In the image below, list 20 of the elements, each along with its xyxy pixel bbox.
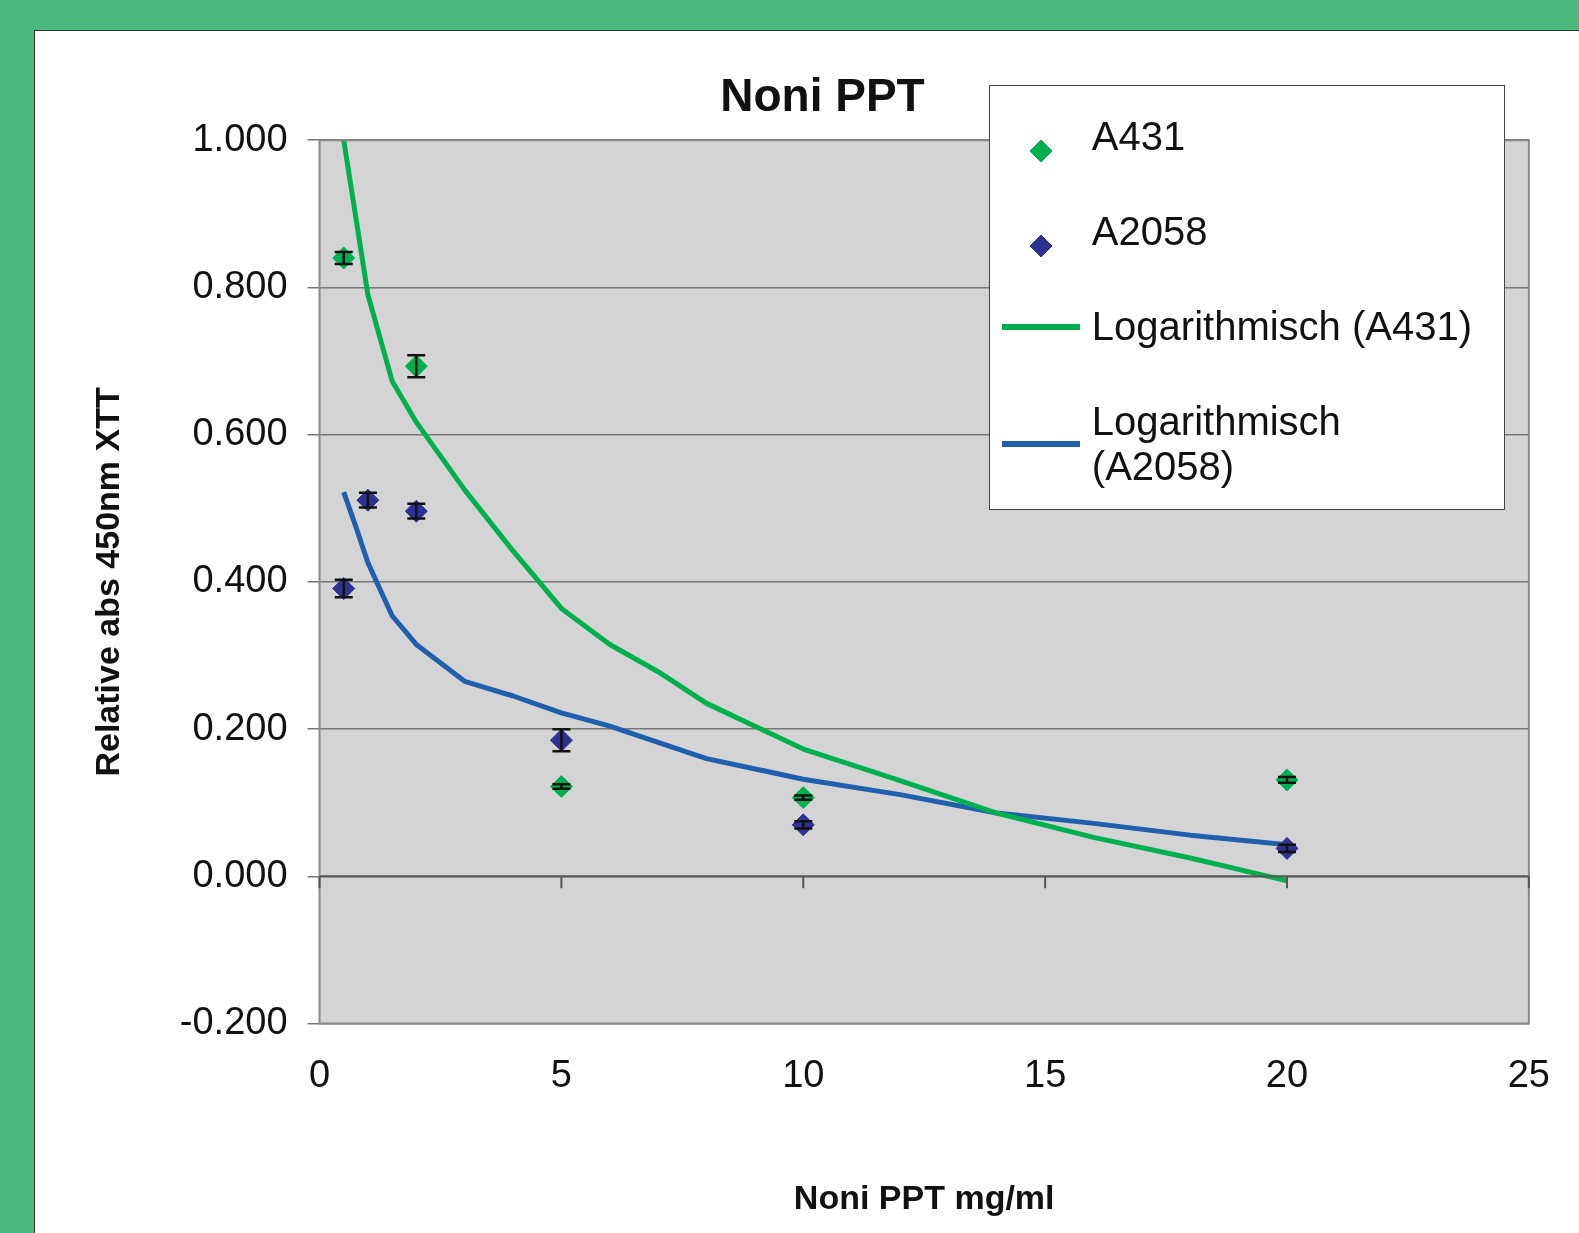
legend-label: A2058 — [1091, 209, 1208, 255]
legend-label: Logarithmisch (A431) — [1091, 304, 1473, 350]
y-axis-title: Relative abs 450nm XTT — [87, 387, 126, 777]
x-tick-label: 10 — [782, 1052, 825, 1095]
y-tick-label: 0.600 — [192, 411, 288, 454]
legend-label: Logarithmisch (A2058) — [1091, 399, 1342, 490]
chart-title: Noni PPT — [720, 69, 925, 122]
y-tick-label: 1.000 — [192, 116, 288, 159]
x-tick-label: 25 — [1507, 1052, 1551, 1095]
legend-label: A431 — [1091, 114, 1186, 160]
y-tick-label: 0.400 — [192, 558, 288, 601]
y-tick-label: 0.200 — [192, 705, 288, 748]
x-axis-title: Noni PPT mg/ml — [793, 1177, 1055, 1216]
x-tick-label: 0 — [308, 1052, 331, 1095]
y-tick-label: 0.800 — [192, 263, 288, 306]
y-tick-label: -0.200 — [179, 1000, 288, 1043]
y-tick-label: 0.000 — [192, 852, 288, 895]
x-tick-label: 15 — [1024, 1052, 1067, 1095]
x-tick-label: 5 — [550, 1052, 572, 1095]
x-tick-label: 20 — [1265, 1052, 1309, 1095]
